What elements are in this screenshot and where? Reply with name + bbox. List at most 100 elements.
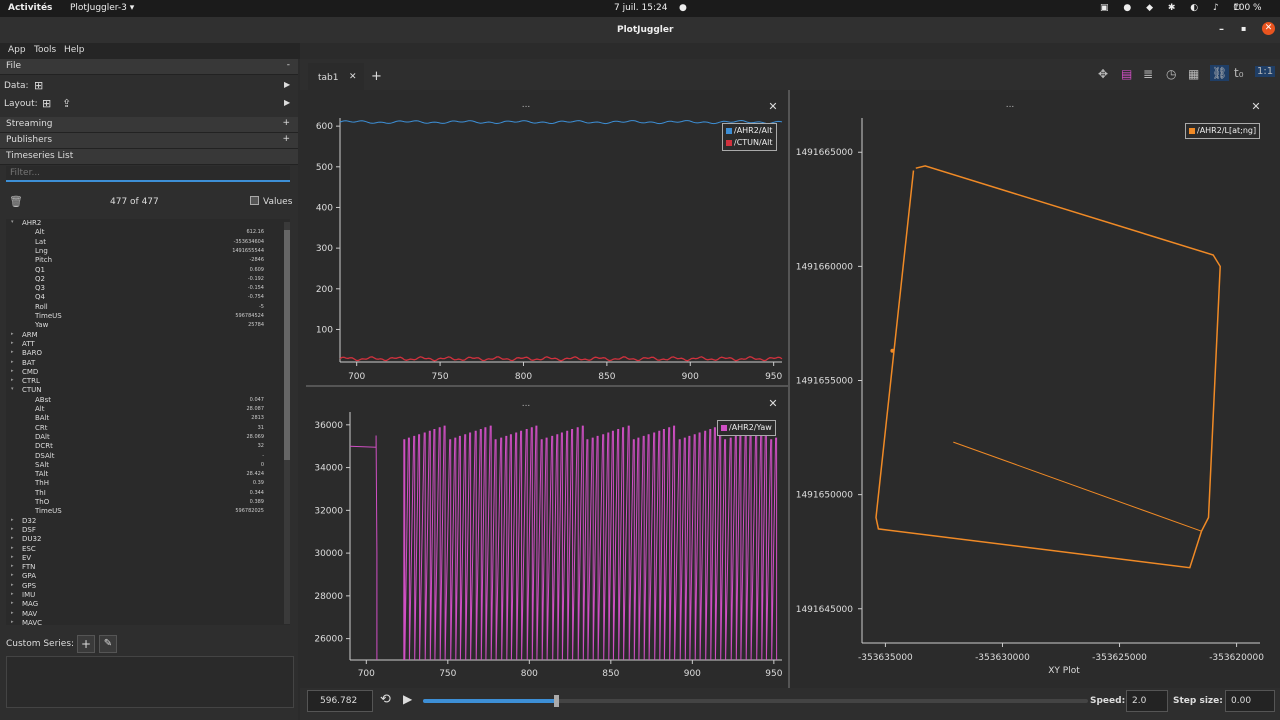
legend-item[interactable]: /AHR2/L[at;ng] bbox=[1189, 125, 1256, 137]
tree-expand-icon[interactable]: ▸ bbox=[11, 553, 14, 560]
data-expand-icon[interactable]: ▶ bbox=[284, 80, 291, 89]
tree-item[interactable]: ThI bbox=[35, 488, 46, 497]
timeseries-tree[interactable]: ▾ AHR2 Alt 612.16 Lat -353634604 Lng 1491655544… bbox=[6, 219, 290, 625]
tree-item[interactable]: DCRt bbox=[35, 442, 53, 451]
trash-icon[interactable]: 🗑 bbox=[9, 195, 23, 208]
add-tab-button[interactable]: + bbox=[371, 69, 382, 84]
legend-item[interactable]: /AHR2/Alt bbox=[726, 125, 773, 137]
tree-item[interactable]: Q4 bbox=[35, 293, 45, 302]
tree-item[interactable]: TimeUS bbox=[35, 312, 62, 320]
tree-item[interactable]: CRt bbox=[35, 423, 48, 432]
layout-expand-icon[interactable]: ▶ bbox=[284, 98, 291, 107]
minimize-icon[interactable]: – bbox=[1219, 24, 1224, 35]
tree-item[interactable]: SAlt bbox=[35, 460, 50, 469]
tree-item[interactable]: DSF bbox=[22, 525, 36, 534]
tree-item[interactable]: ESC bbox=[22, 544, 36, 553]
close-window-icon[interactable]: ✕ bbox=[1262, 22, 1275, 35]
ratio-icon[interactable]: 1:1 bbox=[1255, 66, 1276, 77]
load-layout-icon[interactable]: ⊞ bbox=[42, 97, 52, 110]
tree-expand-icon[interactable]: ▸ bbox=[11, 367, 14, 374]
tree-item[interactable]: DSAlt bbox=[35, 451, 55, 460]
menu-tools[interactable]: Tools bbox=[34, 45, 57, 55]
file-collapse-toggle[interactable]: - bbox=[286, 60, 290, 70]
tree-item[interactable]: GPS bbox=[22, 581, 37, 590]
tree-item[interactable]: BAlt bbox=[35, 414, 50, 423]
edit-custom-series-icon[interactable]: ✎ bbox=[99, 635, 117, 653]
clock-icon[interactable]: ◷ bbox=[1166, 67, 1177, 81]
tree-expand-icon[interactable]: ▸ bbox=[11, 330, 14, 337]
load-data-icon[interactable]: ⊞ bbox=[34, 79, 44, 92]
tree-item[interactable]: Lat bbox=[35, 237, 46, 246]
streaming-section-header[interactable]: Streaming + bbox=[0, 117, 298, 133]
battery-label[interactable]: 100 % bbox=[1233, 3, 1262, 13]
tree-expand-icon[interactable]: ▸ bbox=[11, 535, 14, 542]
tree-item[interactable]: Q3 bbox=[35, 284, 45, 293]
menu-help[interactable]: Help bbox=[64, 45, 85, 55]
tree-item[interactable]: Q2 bbox=[35, 274, 45, 283]
tree-item[interactable]: AHR2 bbox=[22, 219, 42, 227]
play-icon[interactable]: ▶ bbox=[403, 692, 413, 706]
close-tab-icon[interactable]: ✕ bbox=[349, 72, 357, 82]
tree-item[interactable]: ThO bbox=[35, 498, 50, 506]
tree-item[interactable]: CTRL bbox=[22, 377, 40, 386]
tree-item[interactable]: ABst bbox=[35, 395, 51, 404]
tree-item[interactable]: Alt bbox=[35, 405, 45, 413]
tree-item[interactable]: Alt bbox=[35, 228, 45, 237]
loop-icon[interactable]: ⟲ bbox=[380, 692, 391, 707]
filter-input[interactable] bbox=[6, 166, 290, 182]
tree-item[interactable]: Q1 bbox=[35, 265, 45, 274]
tree-item[interactable]: CMD bbox=[22, 367, 39, 376]
tree-item[interactable]: GPA bbox=[22, 572, 36, 581]
tree-item[interactable]: MAV bbox=[22, 609, 38, 618]
tree-expand-icon[interactable]: ▸ bbox=[11, 563, 14, 570]
activities-button[interactable]: Activités bbox=[8, 3, 53, 13]
time-offset-icon[interactable]: t₀ bbox=[1234, 66, 1244, 80]
tree-expand-icon[interactable]: ▾ bbox=[11, 219, 14, 225]
legend-item[interactable]: /CTUN/Alt bbox=[726, 137, 773, 149]
legend-item[interactable]: /AHR2/Yaw bbox=[721, 422, 772, 434]
tree-expand-icon[interactable]: ▸ bbox=[11, 600, 14, 607]
tab-tab1[interactable]: tab1 ✕ bbox=[308, 63, 364, 90]
system-tray-icons[interactable]: ▣ ● ◆ ✱ ◐ ♪ ⏻ bbox=[1100, 3, 1247, 13]
maximize-icon[interactable]: ▪ bbox=[1241, 24, 1247, 33]
tree-expand-icon[interactable]: ▸ bbox=[11, 349, 14, 356]
tree-expand-icon[interactable]: ▸ bbox=[11, 339, 14, 346]
tree-item[interactable]: EV bbox=[22, 553, 32, 562]
tree-item[interactable]: DAlt bbox=[35, 432, 50, 441]
tree-item[interactable]: Roll bbox=[35, 302, 48, 311]
tree-item[interactable]: TAlt bbox=[35, 470, 49, 479]
move-icon[interactable]: ✥ bbox=[1098, 67, 1109, 81]
tree-expand-icon[interactable]: ▸ bbox=[11, 591, 14, 597]
publishers-section-header[interactable]: Publishers + bbox=[0, 133, 298, 149]
tree-item[interactable]: IMU bbox=[22, 591, 36, 599]
time-display[interactable]: 596.782 bbox=[307, 690, 373, 712]
values-checkbox[interactable] bbox=[250, 196, 259, 205]
file-section-header[interactable]: File - bbox=[0, 59, 298, 75]
custom-series-list[interactable] bbox=[6, 656, 294, 708]
tree-item[interactable]: TimeUS bbox=[35, 507, 62, 516]
tree-item[interactable]: Pitch bbox=[35, 256, 53, 265]
tree-expand-icon[interactable]: ▸ bbox=[11, 544, 14, 551]
tree-item[interactable]: ThH bbox=[35, 479, 49, 488]
tree-expand-icon[interactable]: ▸ bbox=[11, 618, 14, 625]
save-layout-icon[interactable]: ⇪ bbox=[62, 97, 72, 110]
tree-expand-icon[interactable]: ▸ bbox=[11, 581, 14, 588]
grid-icon[interactable]: ▦ bbox=[1188, 67, 1200, 81]
plot-legend[interactable]: /AHR2/L[at;ng] bbox=[1185, 123, 1261, 139]
step-size-spinbox[interactable]: 0.00 bbox=[1225, 690, 1275, 712]
menu-app[interactable]: App bbox=[8, 45, 26, 55]
tree-expand-icon[interactable]: ▸ bbox=[11, 358, 14, 365]
tree-expand-icon[interactable]: ▸ bbox=[11, 377, 14, 384]
tree-item[interactable]: MAVC bbox=[22, 618, 43, 625]
tree-expand-icon[interactable]: ▸ bbox=[11, 516, 14, 523]
tree-expand-icon[interactable]: ▸ bbox=[11, 609, 14, 616]
tree-item[interactable]: Lng bbox=[35, 246, 48, 255]
legend-icon[interactable]: ▤ bbox=[1121, 67, 1133, 81]
tree-item[interactable]: D32 bbox=[22, 516, 37, 525]
tree-item[interactable]: BAT bbox=[22, 358, 36, 367]
tree-expand-icon[interactable]: ▸ bbox=[11, 525, 14, 532]
tree-scrollbar[interactable] bbox=[284, 222, 290, 624]
tree-item[interactable]: CTUN bbox=[22, 386, 42, 395]
plot-legend[interactable]: /AHR2/Yaw bbox=[717, 420, 776, 436]
app-menu-button[interactable]: PlotJuggler-3 ▾ bbox=[70, 3, 135, 13]
